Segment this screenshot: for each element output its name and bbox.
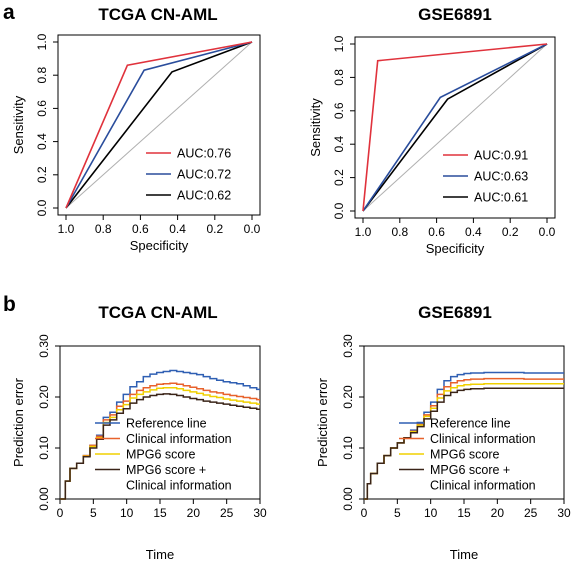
- x-axis-label: Time: [450, 547, 478, 562]
- y-tick-label: 0.4: [332, 136, 346, 153]
- prediction-error-plot-tcga: TCGA CN-AML 0 5 10 15 20 25 30 0.00 0.10 0.20 0.30…: [11, 303, 267, 562]
- x-tick-label: 15: [457, 506, 471, 520]
- y-tick-label: 0.0: [332, 202, 346, 219]
- x-axis-label: Time: [146, 547, 174, 562]
- plot-title: GSE6891: [418, 303, 492, 322]
- plot-title: TCGA CN-AML: [98, 303, 217, 322]
- x-tick-label: 15: [153, 506, 167, 520]
- legend-label: Reference line: [430, 417, 511, 431]
- x-tick-label: 25: [220, 506, 234, 520]
- y-tick-label: 1.0: [35, 33, 49, 50]
- panel-label-b: b: [3, 293, 16, 316]
- x-tick-label: 0.4: [169, 222, 186, 236]
- series-line: [362, 43, 548, 212]
- roc-plot-tcga: TCGA CN-AML 1.0 0.8 0.6 0.4 0.2 0.0 0.0 0.2 0.4 0…: [11, 5, 261, 253]
- x-tick-label: 0.6: [428, 225, 445, 239]
- x-tick-label: 10: [424, 506, 438, 520]
- x-axis-label: Specificity: [426, 241, 485, 256]
- y-tick-label: 0.10: [341, 436, 355, 460]
- series-line: [60, 393, 260, 500]
- x-tick-label: 0.2: [206, 222, 223, 236]
- prediction-error-plot-gse6891: GSE6891 0 5 10 15 20 25 30 0.00 0.10 0.20 0.30 Time…: [315, 303, 571, 562]
- x-tick-label: 20: [187, 506, 201, 520]
- panel-label-a: a: [3, 1, 15, 24]
- y-tick-label: 0.20: [341, 385, 355, 409]
- legend-label: MPG6 score +: [126, 463, 206, 477]
- x-tick-label: 0.8: [391, 225, 408, 239]
- series-line: [362, 43, 548, 212]
- legend-label: AUC:0.72: [177, 168, 231, 182]
- plot-frame: [354, 36, 556, 219]
- x-tick-label: 0.4: [465, 225, 482, 239]
- y-tick-label: 0.6: [332, 102, 346, 119]
- roc-plot-gse6891: GSE6891 1.0 0.8 0.6 0.4 0.2 0.0 0.0 0.2 0.4 0.6 0.…: [308, 5, 556, 256]
- series-line: [65, 41, 253, 209]
- legend-label: AUC:0.63: [474, 170, 528, 184]
- y-tick-label: 0.10: [37, 436, 51, 460]
- plot-frame: [57, 34, 261, 216]
- x-tick-label: 30: [557, 506, 571, 520]
- y-tick-label: 0.8: [332, 69, 346, 86]
- legend-label: Clinical information: [126, 432, 232, 446]
- y-tick-label: 1.0: [332, 35, 346, 52]
- y-tick-label: 0.30: [37, 334, 51, 358]
- y-axis-label: Prediction error: [11, 377, 26, 467]
- x-tick-label: 10: [120, 506, 134, 520]
- legend-label: MPG6 score +: [430, 463, 510, 477]
- legend-label: MPG6 score: [126, 448, 196, 462]
- y-tick-label: 0.4: [35, 133, 49, 150]
- legend-label: Clinical information: [126, 479, 232, 493]
- reference-diagonal: [65, 41, 253, 209]
- x-tick-label: 0.6: [132, 222, 149, 236]
- legend-label: MPG6 score: [430, 448, 500, 462]
- y-tick-label: 0.2: [332, 169, 346, 186]
- legend-label: AUC:0.62: [177, 189, 231, 203]
- x-tick-label: 5: [394, 506, 401, 520]
- y-tick-label: 0.30: [341, 334, 355, 358]
- y-tick-label: 0.00: [341, 487, 355, 511]
- x-axis-label: Specificity: [130, 238, 189, 253]
- x-tick-label: 0.0: [539, 225, 556, 239]
- series-line: [65, 41, 253, 209]
- legend-label: AUC:0.76: [177, 147, 231, 161]
- y-tick-label: 0.6: [35, 100, 49, 117]
- x-tick-label: 0.0: [244, 222, 261, 236]
- y-tick-label: 0.00: [37, 487, 51, 511]
- y-axis-label: Prediction error: [315, 377, 330, 467]
- x-tick-label: 0.2: [502, 225, 519, 239]
- y-tick-label: 0.20: [37, 385, 51, 409]
- legend-label: AUC:0.61: [474, 191, 528, 205]
- legend-label: Reference line: [126, 417, 207, 431]
- series-line: [364, 387, 564, 500]
- series-line: [65, 41, 253, 209]
- y-axis-label: Sensitivity: [308, 98, 323, 157]
- plot-title: GSE6891: [418, 5, 492, 24]
- legend-label: AUC:0.91: [474, 149, 528, 163]
- y-tick-label: 0.2: [35, 166, 49, 183]
- y-tick-label: 0.8: [35, 67, 49, 84]
- series-line: [362, 43, 548, 212]
- x-tick-label: 0: [57, 506, 64, 520]
- x-tick-label: 1.0: [355, 225, 372, 239]
- x-tick-label: 5: [90, 506, 97, 520]
- x-tick-label: 0.8: [95, 222, 112, 236]
- series-line: [60, 382, 260, 500]
- x-tick-label: 25: [524, 506, 538, 520]
- x-tick-label: 1.0: [58, 222, 75, 236]
- y-axis-label: Sensitivity: [11, 95, 26, 154]
- x-tick-label: 20: [491, 506, 505, 520]
- x-tick-label: 30: [253, 506, 267, 520]
- x-tick-label: 0: [361, 506, 368, 520]
- reference-diagonal: [362, 43, 548, 212]
- y-tick-label: 0.0: [35, 199, 49, 216]
- plot-title: TCGA CN-AML: [98, 5, 217, 24]
- series-line: [60, 387, 260, 500]
- legend-label: Clinical information: [430, 479, 536, 493]
- legend-label: Clinical information: [430, 432, 536, 446]
